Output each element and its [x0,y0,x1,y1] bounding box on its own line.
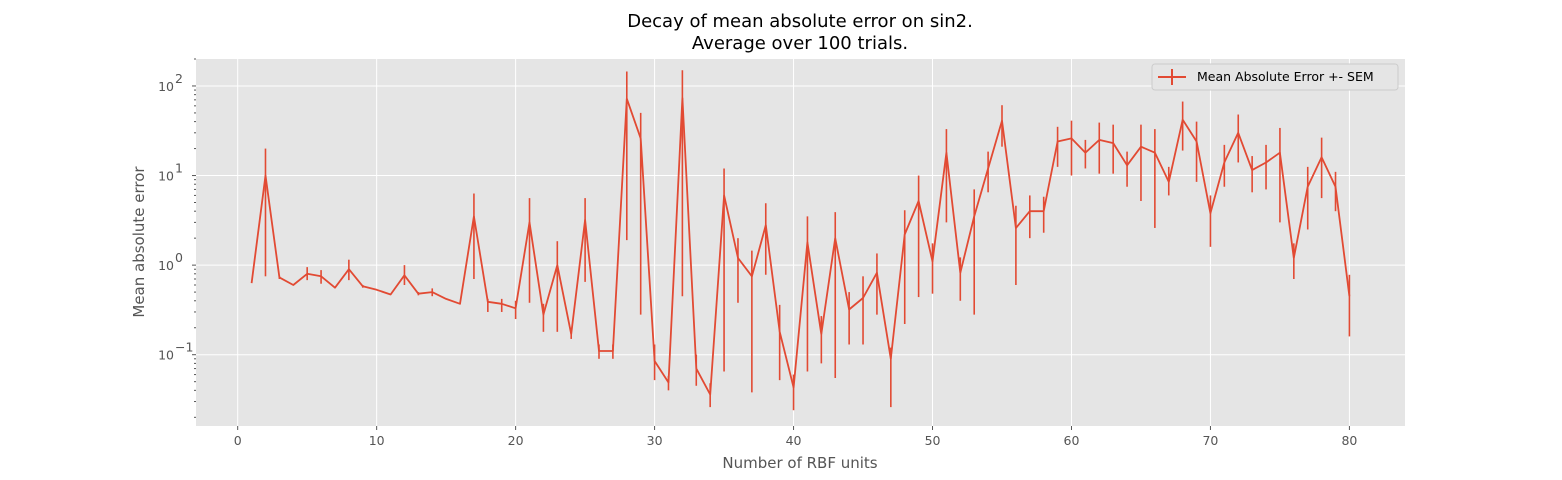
y-tick-label: 10 [158,258,174,273]
x-tick-label: 80 [1341,433,1357,448]
y-tick-label: 10 [158,79,174,94]
y-tick-label: 10 [158,348,174,363]
y-tick-exponent: 2 [175,71,183,86]
x-tick-label: 60 [1064,433,1080,448]
x-tick-label: 0 [234,433,242,448]
x-tick-label: 20 [508,433,524,448]
x-axis-label: Number of RBF units [722,454,877,472]
plot-area [196,59,1405,426]
x-tick-label: 30 [647,433,663,448]
chart-title-line1: Decay of mean absolute error on sin2. [627,11,973,32]
legend: Mean Absolute Error +- SEM [1151,63,1399,91]
x-tick-label: 50 [925,433,941,448]
minor-ticks [194,58,196,418]
y-axis-label: Mean absolute error [130,166,148,318]
chart-title-line2: Average over 100 trials. [692,33,908,54]
legend-label: Mean Absolute Error +- SEM [1197,69,1374,84]
x-axis: 0 10 20 30 40 50 60 70 80 [234,426,1357,448]
x-tick-label: 10 [369,433,385,448]
x-tick-label: 40 [786,433,802,448]
y-tick-exponent: −1 [175,340,193,355]
series-0 [250,70,1351,411]
series-line [250,97,1351,396]
legend-box [1151,63,1399,91]
y-tick-exponent: 0 [175,250,183,265]
x-tick-label: 70 [1202,433,1218,448]
y-tick-label: 10 [158,169,174,184]
y-tick-exponent: 1 [175,161,183,176]
series-layer [250,70,1351,411]
